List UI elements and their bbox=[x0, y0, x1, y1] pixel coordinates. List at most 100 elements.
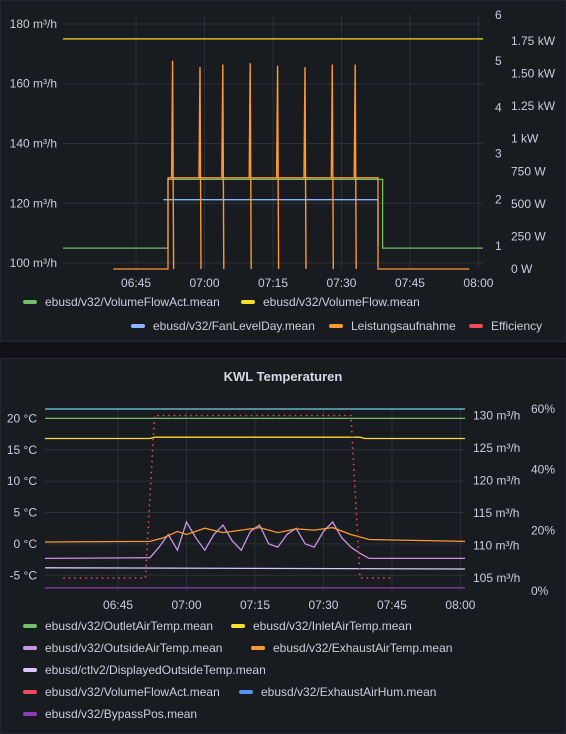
y-tick-label: 0% bbox=[531, 584, 549, 598]
legend-swatch bbox=[329, 324, 343, 328]
x-tick-label: 07:45 bbox=[395, 276, 425, 290]
legend-swatch bbox=[251, 646, 265, 650]
legend-label: ebusd/v32/OutsideAirTemp.mean bbox=[45, 641, 223, 655]
x-tick-label: 07:00 bbox=[190, 276, 220, 290]
legend-item[interactable]: ebusd/v32/VolumeFlowAct.mean bbox=[23, 295, 220, 309]
x-tick-label: 06:45 bbox=[121, 276, 151, 290]
y-tick-label: 1 bbox=[495, 239, 502, 253]
legend-item[interactable]: Leistungsaufnahme bbox=[329, 319, 456, 333]
panel-title: KWL Temperaturen bbox=[223, 369, 343, 384]
series-line bbox=[113, 177, 470, 270]
legend-item[interactable]: ebusd/v32/BypassPos.mean bbox=[23, 707, 197, 721]
legend-label: ebusd/v32/ExhaustAirTemp.mean bbox=[273, 641, 453, 655]
power-spike bbox=[248, 63, 252, 270]
power-spike bbox=[353, 64, 357, 270]
series-line bbox=[63, 178, 483, 249]
x-tick-label: 07:30 bbox=[326, 276, 356, 290]
legend-swatch bbox=[239, 690, 253, 694]
legend-item[interactable]: ebusd/ctlv2/DisplayedOutsideTemp.mean bbox=[23, 663, 266, 677]
y-tick-label: 5 °C bbox=[14, 506, 38, 520]
x-tick-label: 07:30 bbox=[308, 598, 338, 609]
legend-item[interactable]: ebusd/v32/VolumeFlow.mean bbox=[241, 295, 420, 309]
y-tick-label: 110 m³/h bbox=[473, 539, 519, 553]
legend-item[interactable]: ebusd/v32/OutsideAirTemp.mean bbox=[23, 641, 222, 655]
y-tick-label: 105 m³/h bbox=[473, 571, 520, 585]
series-line bbox=[163, 199, 379, 246]
y-tick-label: 130 m³/h bbox=[473, 409, 520, 423]
y-tick-label: 1.75 kW bbox=[511, 34, 556, 48]
legend-label: ebusd/v32/InletAirTemp.mean bbox=[253, 619, 412, 633]
series-line bbox=[44, 526, 466, 543]
y-tick-label: 40% bbox=[531, 463, 555, 477]
legend-swatch bbox=[23, 712, 37, 716]
x-tick-label: 08:00 bbox=[445, 598, 475, 609]
power-spike bbox=[170, 60, 175, 270]
y-tick-label: 125 m³/h bbox=[473, 441, 520, 455]
y-tick-label: 115 m³/h bbox=[473, 506, 519, 520]
y-tick-label: 15 °C bbox=[7, 443, 37, 457]
y-tick-label: 60% bbox=[531, 402, 555, 416]
y-tick-label: 20 °C bbox=[7, 411, 37, 425]
y-tick-label: 100 m³/h bbox=[10, 256, 57, 270]
legend-item[interactable]: ebusd/v32/OutletAirTemp.mean bbox=[23, 619, 213, 633]
x-tick-label: 07:15 bbox=[240, 598, 270, 609]
power-spike bbox=[303, 67, 307, 270]
series-line bbox=[44, 567, 466, 570]
y-tick-label: 1 kW bbox=[511, 132, 539, 146]
y-tick-label: 0 °C bbox=[14, 537, 38, 551]
y-tick-label: 180 m³/h bbox=[10, 17, 57, 31]
series-line bbox=[45, 436, 465, 440]
legend-swatch bbox=[241, 300, 255, 304]
legend-swatch bbox=[231, 624, 245, 628]
y-tick-label: 20% bbox=[531, 523, 555, 537]
legend-item[interactable]: ebusd/v32/ExhaustAirTemp.mean bbox=[251, 641, 452, 655]
legend-item[interactable]: ebusd/v32/ExhaustAirHum.mean bbox=[239, 685, 436, 699]
y-tick-label: 0 W bbox=[511, 262, 533, 276]
x-tick-label: 07:15 bbox=[258, 276, 288, 290]
legend-swatch bbox=[23, 300, 37, 304]
y-tick-label: 1.25 kW bbox=[511, 99, 556, 113]
y-tick-label: 5 bbox=[495, 54, 502, 68]
series-line bbox=[44, 520, 465, 560]
y-tick-label: 3 bbox=[495, 147, 502, 161]
y-tick-label: 140 m³/h bbox=[10, 136, 57, 150]
legend-label: ebusd/v32/BypassPos.mean bbox=[45, 707, 198, 721]
legend-item[interactable]: ebusd/v32/FanLevelDay.mean bbox=[131, 319, 315, 333]
y-tick-label: 10 °C bbox=[7, 474, 37, 488]
legend-label: ebusd/v32/ExhaustAirHum.mean bbox=[261, 685, 437, 699]
y-tick-label: 500 W bbox=[511, 197, 546, 211]
legend-label: ebusd/v32/FanLevelDay.mean bbox=[153, 319, 315, 333]
y-tick-label: 4 bbox=[495, 100, 502, 114]
legend-swatch bbox=[23, 668, 37, 672]
legend-swatch bbox=[23, 690, 37, 694]
y-tick-label: 250 W bbox=[511, 229, 546, 243]
legend-swatch bbox=[23, 624, 37, 628]
power-spike bbox=[330, 64, 334, 270]
legend-item[interactable]: ebusd/v32/VolumeFlowAct.mean bbox=[23, 685, 220, 699]
y-tick-label: 120 m³/h bbox=[10, 196, 57, 210]
y-tick-label: 6 bbox=[495, 8, 502, 22]
series-line bbox=[63, 414, 392, 579]
y-tick-label: 750 W bbox=[511, 164, 546, 178]
temperature-panel: KWL Temperaturen 06:45 07:00 07:15 07:30 07:… bbox=[0, 358, 566, 734]
x-tick-label: 07:00 bbox=[172, 598, 202, 609]
x-tick-label: 08:00 bbox=[463, 276, 493, 290]
legend-label: ebusd/ctlv2/DisplayedOutsideTemp.mean bbox=[45, 663, 266, 677]
chart2-legend: ebusd/v32/OutletAirTemp.mean ebusd/v32/I… bbox=[1, 611, 566, 731]
y-tick-label: 160 m³/h bbox=[10, 77, 57, 91]
legend-item[interactable]: Efficiency bbox=[469, 319, 542, 333]
legend-label: ebusd/v32/VolumeFlowAct.mean bbox=[45, 295, 220, 309]
legend-swatch bbox=[23, 646, 37, 650]
x-tick-label: 06:45 bbox=[103, 598, 133, 609]
legend-label: ebusd/v32/VolumeFlowAct.mean bbox=[45, 685, 220, 699]
legend-item[interactable]: ebusd/v32/InletAirTemp.mean bbox=[231, 619, 412, 633]
volume-flow-chart: 06:45 07:00 07:15 07:30 07:45 08:00 100 m³/h 12… bbox=[10, 8, 556, 290]
temperature-chart: 06:45 07:00 07:15 07:30 07:45 08:00 -5 °C 0 °C 5… bbox=[7, 402, 556, 609]
x-tick-label: 07:45 bbox=[377, 598, 407, 609]
legend-swatch bbox=[469, 324, 483, 328]
y-tick-label: -5 °C bbox=[10, 568, 38, 582]
power-spike bbox=[275, 65, 280, 270]
legend-label: ebusd/v32/OutletAirTemp.mean bbox=[45, 619, 214, 633]
y-tick-label: 120 m³/h bbox=[473, 474, 520, 488]
chart1-legend: ebusd/v32/VolumeFlowAct.mean ebusd/v32/V… bbox=[1, 289, 566, 339]
